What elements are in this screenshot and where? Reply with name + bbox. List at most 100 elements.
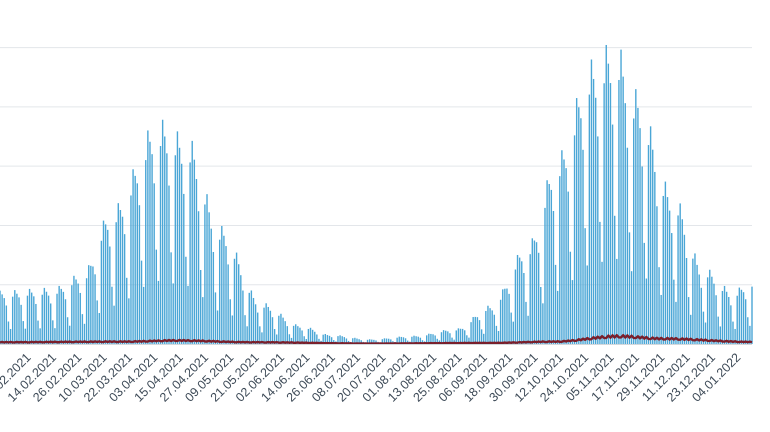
bar-day-338 (713, 283, 715, 344)
bar-day-107 (225, 246, 227, 344)
bar-day-237 (499, 299, 502, 344)
bar-day-12 (24, 328, 27, 344)
bar-day-90 (189, 162, 191, 344)
bar-day-106 (223, 235, 225, 344)
bar-day-136 (286, 326, 288, 344)
bar-day-268 (565, 168, 567, 344)
bar-day-41 (85, 278, 88, 344)
bar-day-334 (704, 322, 707, 344)
bar-day-42 (88, 265, 90, 344)
bar-day-221 (466, 335, 468, 344)
bar-day-163 (343, 337, 346, 344)
bar-day-154 (324, 333, 326, 344)
bar-day-207 (436, 338, 438, 344)
bar-day-56 (117, 203, 119, 344)
bar-day-47 (98, 313, 100, 344)
bar-day-4 (7, 321, 10, 344)
bar-day-284 (599, 221, 601, 344)
bar-day-331 (698, 274, 700, 344)
bar-day-104 (218, 239, 221, 344)
bar-day-48 (100, 240, 103, 344)
bar-day-167 (352, 338, 354, 344)
bar-day-356 (751, 286, 753, 344)
bar-day-117 (246, 326, 248, 344)
bar-day-305 (643, 242, 645, 344)
bar-day-217 (457, 328, 460, 344)
bar-day-26 (54, 328, 56, 344)
bar-day-174 (366, 339, 369, 344)
bar-day-225 (474, 316, 476, 344)
bar-day-345 (728, 296, 730, 344)
bar-day-281 (592, 78, 595, 345)
bar-day-212 (447, 331, 449, 344)
bar-day-236 (497, 331, 500, 344)
bar-day-339 (715, 295, 717, 344)
bar-day-229 (483, 333, 485, 344)
bar-day-321 (677, 215, 679, 344)
bar-day-234 (493, 314, 495, 344)
bar-day-137 (288, 334, 291, 344)
bar-day-340 (717, 316, 719, 344)
bar-day-149 (314, 331, 316, 344)
bar-day-76 (159, 146, 162, 344)
bar-day-72 (151, 154, 153, 344)
bar-day-51 (107, 229, 109, 344)
bar-day-129 (271, 317, 274, 344)
bar-day-243 (512, 321, 514, 344)
bar-day-274 (578, 107, 580, 344)
bar-day-244 (514, 269, 517, 344)
bar-day-286 (603, 83, 605, 344)
bar-day-2 (3, 298, 5, 344)
bar-day-307 (647, 145, 650, 344)
bar-day-313 (660, 294, 662, 344)
bar-day-83 (174, 155, 177, 344)
bar-day-95 (199, 270, 202, 344)
bar-day-245 (516, 254, 519, 344)
bar-day-160 (337, 336, 339, 344)
bar-day-124 (261, 332, 263, 344)
gridlines (0, 47, 752, 286)
bar-day-175 (368, 339, 371, 344)
bar-day-276 (582, 149, 584, 344)
bar-day-273 (575, 98, 578, 344)
bar-day-79 (166, 153, 168, 344)
bar-day-43 (90, 265, 92, 344)
bar-series (0, 44, 753, 345)
bar-day-85 (178, 147, 181, 344)
bar-day-3 (5, 305, 8, 344)
bar-day-92 (193, 159, 196, 344)
bar-day-278 (586, 265, 588, 344)
bar-day-329 (694, 253, 696, 344)
bar-day-5 (9, 328, 12, 344)
bar-day-14 (28, 288, 31, 344)
bar-day-84 (176, 131, 179, 344)
bar-day-344 (725, 291, 728, 344)
bar-day-54 (113, 305, 115, 344)
bar-day-238 (502, 289, 504, 344)
bar-day-70 (147, 130, 149, 344)
bar-day-53 (111, 286, 113, 344)
bar-day-101 (212, 251, 215, 344)
bar-day-24 (50, 303, 52, 344)
bar-day-118 (248, 292, 250, 344)
bar-day-206 (434, 335, 436, 344)
bar-day-120 (252, 297, 255, 344)
bar-day-204 (430, 333, 432, 344)
bar-day-224 (472, 317, 474, 344)
bar-day-288 (607, 63, 610, 344)
bar-day-203 (428, 333, 430, 344)
bar-day-69 (145, 160, 147, 344)
bar-day-271 (571, 280, 574, 344)
bar-day-316 (666, 197, 669, 344)
bar-day-297 (626, 147, 629, 344)
bar-day-282 (594, 97, 597, 345)
bar-day-68 (142, 286, 145, 344)
bar-day-75 (157, 280, 160, 344)
bar-day-298 (628, 232, 631, 344)
bar-day-94 (197, 211, 200, 344)
bar-day-185 (390, 339, 392, 344)
bar-day-235 (495, 325, 498, 344)
bar-day-35 (73, 275, 75, 344)
bar-day-13 (26, 295, 29, 344)
bar-day-143 (301, 330, 303, 344)
